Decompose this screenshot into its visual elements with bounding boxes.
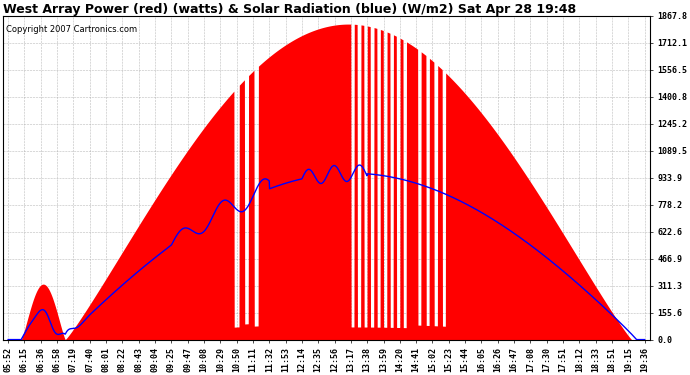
Text: Copyright 2007 Cartronics.com: Copyright 2007 Cartronics.com [6, 26, 137, 34]
Text: West Array Power (red) (watts) & Solar Radiation (blue) (W/m2) Sat Apr 28 19:48: West Array Power (red) (watts) & Solar R… [3, 3, 576, 16]
